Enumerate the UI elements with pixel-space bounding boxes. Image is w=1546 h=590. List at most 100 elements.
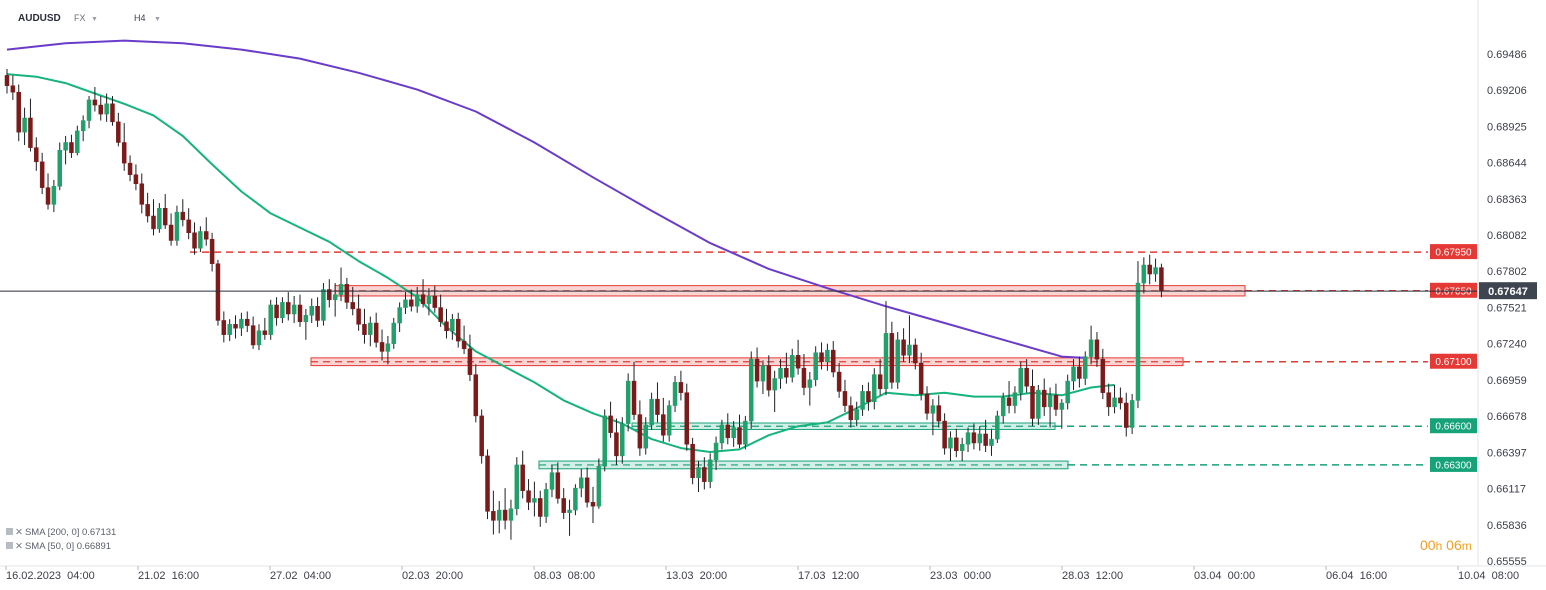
candle-up — [63, 142, 68, 151]
candle-up — [1153, 267, 1158, 275]
candle-up — [450, 318, 455, 332]
candle-down — [432, 295, 438, 308]
current-price-tag — [1479, 282, 1537, 300]
time-tick-label: 27.02 04:00 — [270, 570, 331, 582]
candle-down — [209, 238, 215, 264]
candle-up — [778, 367, 783, 379]
candle-down — [4, 75, 10, 86]
candle-up — [643, 424, 648, 449]
candle-up — [338, 284, 344, 295]
market-label[interactable]: FX — [74, 13, 86, 23]
time-tick-label: 17.03 12:00 — [798, 570, 859, 582]
candle-down — [637, 414, 643, 449]
candle-up — [895, 339, 900, 383]
candle-up — [1047, 395, 1053, 408]
candle-up — [227, 324, 232, 335]
candle-down — [116, 121, 121, 143]
price-tick-label: 0.66117 — [1487, 484, 1526, 496]
candle-down — [473, 374, 479, 417]
time-tick-label: 21.02 16:00 — [138, 570, 199, 582]
candle-up — [672, 382, 678, 406]
price-tick-label: 0.65836 — [1487, 520, 1527, 532]
close-icon[interactable]: ✕ — [15, 541, 23, 552]
candle-down — [10, 85, 16, 93]
candle-down — [590, 502, 596, 507]
candle-up — [426, 295, 432, 304]
timeframe-label[interactable]: H4 — [134, 13, 146, 23]
candle-down — [954, 437, 959, 451]
symbol-label[interactable]: AUDUSD — [18, 13, 61, 24]
candle-up — [602, 415, 607, 467]
indicator-sma200[interactable]: ✕ SMA [200, 0] 0.67131 — [6, 527, 116, 538]
candle-down — [555, 472, 561, 499]
candle-up — [1071, 366, 1076, 382]
candle-up — [596, 465, 602, 507]
candle-up — [256, 330, 262, 346]
indicator-sma50-label: SMA [50, 0] 0.66891 — [24, 541, 112, 552]
candle-down — [110, 103, 115, 123]
candle-down — [795, 355, 801, 369]
candle-down — [690, 444, 695, 479]
candle-down — [848, 405, 854, 421]
candle-up — [1059, 402, 1065, 410]
candle-down — [327, 289, 332, 301]
candle-down — [315, 306, 320, 321]
candle-down — [614, 432, 619, 457]
candle-down — [1124, 402, 1129, 428]
candle-up — [713, 442, 719, 461]
candle-down — [203, 231, 209, 240]
candle-up — [825, 349, 830, 362]
price-tick-label: 0.69206 — [1487, 85, 1527, 97]
sma50-line — [6, 73, 1115, 453]
candle-down — [831, 349, 836, 373]
candle-down — [233, 324, 238, 329]
level-tag — [1430, 456, 1477, 472]
candle-up — [280, 302, 285, 319]
settings-icon[interactable] — [6, 542, 13, 549]
candle-down — [1118, 397, 1123, 404]
candle-down — [461, 340, 467, 350]
candle-up — [907, 344, 912, 356]
candle-down — [186, 219, 191, 234]
candle-up — [80, 120, 86, 132]
candle-down — [538, 498, 543, 517]
candle-down — [661, 414, 666, 436]
candle-up — [959, 444, 965, 451]
sma200-line — [6, 39, 1086, 359]
candle-down — [819, 352, 824, 362]
level-tag-label: 0.67650 — [1435, 286, 1472, 297]
candle-down — [655, 398, 660, 415]
candle-up — [157, 208, 162, 230]
candle-up — [719, 424, 725, 444]
candle-up — [86, 99, 92, 121]
time-tick-label: 02.03 20:00 — [402, 570, 463, 582]
candle-down — [678, 382, 684, 393]
candle-down — [1147, 264, 1152, 275]
candle-down — [842, 391, 848, 406]
candle-down — [608, 415, 613, 433]
candle-down — [379, 342, 385, 352]
candle-down — [983, 433, 988, 446]
level-tag — [1430, 353, 1477, 369]
candle-up — [1129, 400, 1135, 428]
candle-down — [901, 339, 906, 356]
candle-up — [696, 467, 701, 479]
candle-down — [455, 318, 461, 342]
indicator-sma50[interactable]: ✕ SMA [50, 0] 0.66891 — [6, 541, 111, 552]
candle-down — [362, 324, 367, 335]
candle-up — [1000, 397, 1006, 417]
close-icon[interactable]: ✕ — [15, 527, 23, 538]
candle-up — [625, 380, 631, 424]
candle-down — [1106, 392, 1111, 408]
settings-icon[interactable] — [6, 528, 13, 535]
candle-up — [414, 294, 420, 307]
timeframe-dropdown-icon[interactable]: ▼ — [154, 16, 161, 23]
level-tag — [1430, 244, 1477, 260]
candle-up — [514, 464, 520, 510]
price-tick-label: 0.68363 — [1487, 194, 1527, 206]
candle-down — [467, 348, 473, 375]
candle-down — [1030, 385, 1035, 419]
time-axis: 16.02.2023 04:00 21.02 16:00 27.02 04:00 02… — [0, 565, 1546, 582]
market-dropdown-icon[interactable]: ▼ — [91, 16, 98, 23]
